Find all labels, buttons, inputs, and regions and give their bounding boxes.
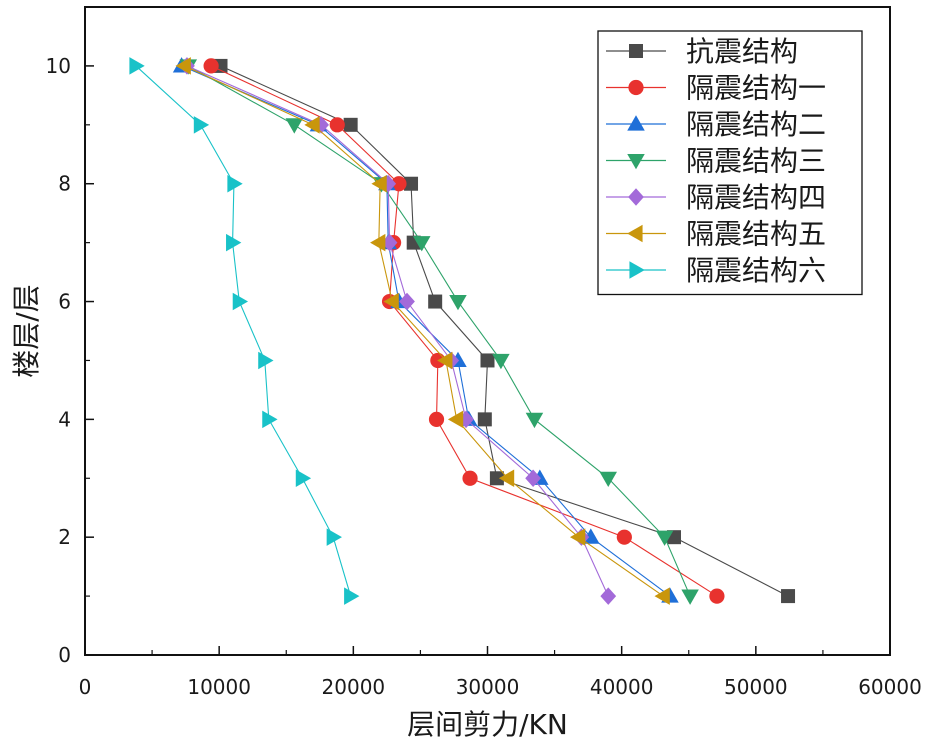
data-point bbox=[285, 118, 304, 134]
data-point bbox=[477, 412, 492, 427]
data-point bbox=[709, 588, 725, 604]
legend-marker bbox=[627, 115, 645, 131]
data-point bbox=[569, 528, 586, 546]
data-point bbox=[226, 233, 242, 252]
data-point bbox=[413, 236, 431, 252]
legend-item: 抗震结构 bbox=[606, 35, 798, 68]
data-point bbox=[489, 471, 504, 486]
legend-label: 隔震结构四 bbox=[686, 181, 826, 214]
data-point bbox=[232, 292, 249, 311]
x-tick-label: 20000 bbox=[322, 675, 386, 699]
legend-marker bbox=[628, 79, 644, 96]
data-point bbox=[370, 233, 386, 252]
data-point bbox=[525, 469, 541, 488]
legend-label: 隔震结构五 bbox=[686, 218, 826, 251]
y-tick-label: 0 bbox=[58, 643, 71, 667]
x-tick-label: 0 bbox=[79, 675, 92, 699]
legend-marker bbox=[627, 153, 645, 170]
series-7 bbox=[129, 57, 360, 605]
legend-item: 隔震结构二 bbox=[606, 108, 826, 141]
legend-label: 隔震结构三 bbox=[686, 145, 826, 178]
data-point bbox=[599, 471, 617, 488]
legend-item: 隔震结构四 bbox=[606, 181, 826, 214]
data-point bbox=[129, 57, 145, 75]
data-point bbox=[399, 292, 415, 311]
series-line bbox=[184, 65, 664, 597]
data-point bbox=[304, 116, 320, 134]
series-layer bbox=[129, 57, 796, 605]
legend-item: 隔震结构三 bbox=[606, 145, 826, 178]
legend-marker bbox=[629, 44, 643, 58]
legend-item: 隔震结构六 bbox=[606, 254, 826, 287]
x-tick-label: 10000 bbox=[187, 675, 251, 699]
data-point bbox=[343, 117, 358, 132]
legend-item: 隔震结构五 bbox=[606, 218, 826, 251]
legend-label: 隔震结构二 bbox=[686, 108, 826, 141]
y-tick-label: 8 bbox=[58, 172, 71, 196]
y-tick-label: 4 bbox=[58, 407, 71, 431]
data-point bbox=[193, 116, 210, 134]
y-tick-label: 2 bbox=[58, 525, 71, 549]
y-tick-label: 10 bbox=[46, 54, 71, 78]
data-point bbox=[616, 529, 632, 545]
legend-label: 隔震结构一 bbox=[686, 72, 826, 105]
data-point bbox=[654, 587, 670, 605]
data-point bbox=[428, 294, 443, 309]
data-point bbox=[404, 176, 419, 191]
data-point bbox=[681, 589, 699, 605]
data-point bbox=[447, 410, 464, 429]
series-1 bbox=[213, 58, 796, 604]
series-line bbox=[188, 65, 691, 597]
legend-marker bbox=[628, 188, 644, 206]
data-point bbox=[227, 174, 243, 193]
x-tick-label: 40000 bbox=[590, 675, 654, 699]
legend-label: 抗震结构 bbox=[686, 35, 798, 68]
series-6 bbox=[175, 57, 670, 605]
data-point bbox=[329, 117, 345, 133]
data-point bbox=[295, 469, 312, 488]
data-point bbox=[480, 353, 495, 368]
data-point bbox=[462, 470, 478, 486]
legend-item: 隔震结构一 bbox=[606, 72, 826, 105]
legend-box bbox=[597, 30, 863, 296]
x-tick-label: 50000 bbox=[724, 675, 788, 699]
series-line bbox=[135, 65, 352, 597]
data-point bbox=[437, 351, 453, 370]
data-point bbox=[344, 587, 360, 605]
axes-layer: 0 10000 20000 30000 40000 50000 60000 0 2 4 6 8 10 bbox=[46, 54, 922, 699]
data-point bbox=[383, 292, 399, 311]
x-tick-label: 30000 bbox=[456, 675, 520, 699]
x-tick-label: 60000 bbox=[858, 675, 922, 699]
series-line bbox=[186, 65, 609, 597]
data-point bbox=[262, 410, 278, 429]
data-point bbox=[203, 58, 219, 74]
data-point bbox=[391, 176, 407, 192]
data-point bbox=[326, 528, 342, 546]
x-axis-title: 层间剪力/KN bbox=[407, 708, 568, 741]
data-point bbox=[655, 530, 674, 546]
data-point bbox=[175, 57, 191, 75]
y-tick-label: 6 bbox=[58, 290, 71, 314]
data-point bbox=[781, 589, 796, 604]
data-point bbox=[498, 469, 515, 488]
data-point bbox=[449, 294, 467, 311]
data-point bbox=[258, 351, 274, 370]
data-point bbox=[492, 353, 510, 370]
y-axis-title: 楼层/层 bbox=[10, 284, 43, 377]
data-point bbox=[428, 411, 445, 427]
data-point bbox=[600, 587, 617, 605]
legend-label: 隔震结构六 bbox=[686, 254, 826, 287]
series-line bbox=[220, 65, 789, 597]
legend-marker bbox=[627, 224, 643, 243]
legend-marker bbox=[629, 261, 645, 279]
data-point bbox=[525, 412, 544, 429]
series-line bbox=[210, 65, 718, 597]
data-point bbox=[381, 233, 398, 252]
data-point bbox=[371, 174, 387, 193]
